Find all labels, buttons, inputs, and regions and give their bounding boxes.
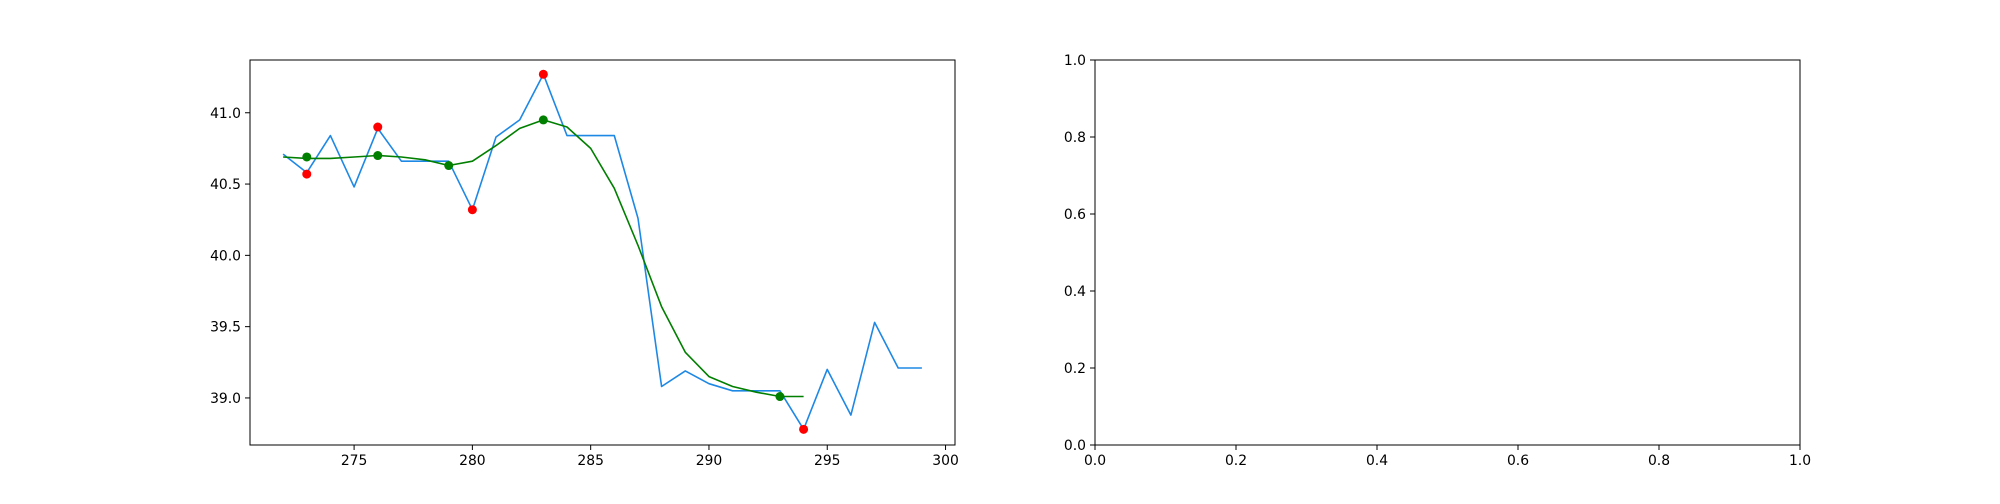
red-marker-point xyxy=(373,122,383,132)
left-y-tick-label: 39.0 xyxy=(210,391,241,407)
red-marker-point xyxy=(538,69,548,79)
left-x-tick-label: 280 xyxy=(459,453,486,469)
right-x-tick-label: 1.0 xyxy=(1789,453,1811,469)
green-marker-point xyxy=(302,152,312,162)
right-y-axis: 0.0 0.2 0.4 0.6 0.8 1.0 xyxy=(1064,53,1095,454)
right-y-tick-label: 0.8 xyxy=(1064,130,1086,146)
left-x-tick-label: 285 xyxy=(577,453,604,469)
red-marker-point xyxy=(467,205,477,215)
left-markers-layer xyxy=(302,69,809,434)
red-marker-point xyxy=(302,169,312,179)
green-marker-point xyxy=(373,151,383,161)
green-marker-point xyxy=(538,115,548,125)
left-y-tick-label: 41.0 xyxy=(210,106,241,122)
right-plot-frame xyxy=(1094,59,1801,446)
left-x-tick-label: 290 xyxy=(696,453,723,469)
left-x-tick-label: 300 xyxy=(932,453,959,469)
right-x-tick-label: 0.4 xyxy=(1366,453,1388,469)
right-x-tick-label: 0.8 xyxy=(1648,453,1670,469)
left-chart: 275 280 285 290 295 300 39.0 39.5 40.0 40.5 41.0 xyxy=(210,59,959,469)
right-y-tick-label: 0.0 xyxy=(1064,438,1086,454)
left-x-tick-label: 295 xyxy=(814,453,841,469)
right-x-tick-label: 0.2 xyxy=(1225,453,1247,469)
left-y-tick-label: 39.5 xyxy=(210,320,241,336)
raw-series-line xyxy=(282,73,922,431)
green-marker-point xyxy=(444,161,454,171)
left-x-tick-label: 275 xyxy=(341,453,368,469)
right-y-tick-label: 1.0 xyxy=(1064,53,1086,69)
right-y-tick-label: 0.6 xyxy=(1064,207,1086,223)
left-y-tick-label: 40.5 xyxy=(210,177,241,193)
right-x-axis: 0.0 0.2 0.4 0.6 0.8 1.0 xyxy=(1084,445,1811,469)
left-y-tick-label: 40.0 xyxy=(210,248,241,264)
right-y-tick-label: 0.2 xyxy=(1064,361,1086,377)
right-y-tick-label: 0.4 xyxy=(1064,284,1086,300)
right-chart: 0.0 0.2 0.4 0.6 0.8 1.0 0.0 0.2 0.4 0.6 0.8 1.0 xyxy=(1064,53,1811,469)
left-plot-frame xyxy=(249,59,956,446)
right-x-tick-label: 0.6 xyxy=(1507,453,1529,469)
left-y-axis: 39.0 39.5 40.0 40.5 41.0 xyxy=(210,106,250,407)
red-marker-point xyxy=(799,424,809,434)
green-marker-point xyxy=(775,392,785,402)
left-x-axis: 275 280 285 290 295 300 xyxy=(341,445,959,469)
right-x-tick-label: 0.0 xyxy=(1084,453,1106,469)
